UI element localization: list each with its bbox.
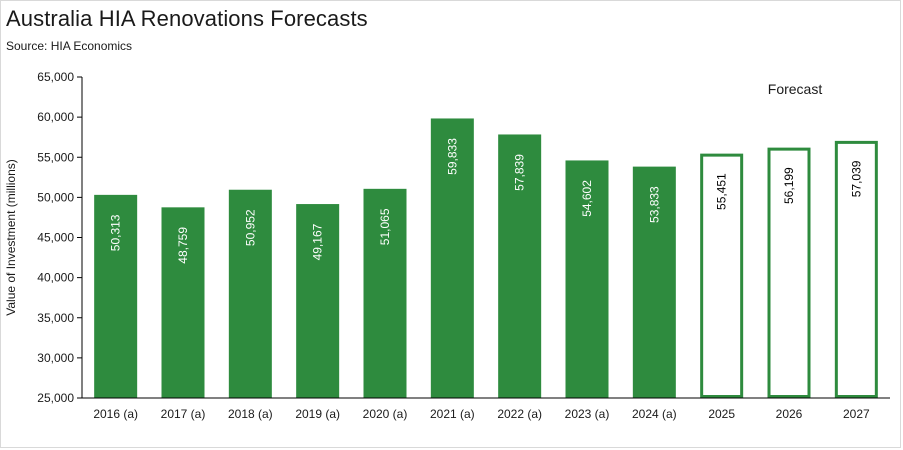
y-tick-label: 55,000 <box>37 150 74 164</box>
bar-value-label: 56,199 <box>782 167 796 204</box>
y-tick-label: 60,000 <box>37 110 74 124</box>
x-tick-label: 2024 (a) <box>632 407 677 421</box>
y-tick-label: 65,000 <box>37 70 74 84</box>
bar <box>430 118 474 398</box>
bar <box>498 134 542 398</box>
x-tick-label: 2020 (a) <box>363 407 408 421</box>
bar <box>632 166 676 398</box>
x-tick-label: 2019 (a) <box>295 407 340 421</box>
forecast-annotation: Forecast <box>768 81 823 97</box>
y-tick-label: 30,000 <box>37 351 74 365</box>
x-tick-label: 2026 <box>776 407 803 421</box>
forecast-bar <box>834 140 878 398</box>
chart-title: Australia HIA Renovations Forecasts <box>6 6 368 31</box>
bar-value-label: 57,039 <box>849 160 863 197</box>
bar-value-label: 48,759 <box>176 227 190 264</box>
forecast-bar <box>767 147 811 398</box>
x-tick-label: 2025 <box>708 407 735 421</box>
bar-value-label: 49,167 <box>311 223 325 260</box>
bar-value-label: 50,313 <box>109 214 123 251</box>
y-tick-label: 50,000 <box>37 190 74 204</box>
chart-subtitle: Source: HIA Economics <box>6 39 133 53</box>
bar <box>565 160 609 398</box>
bar-value-label: 53,833 <box>647 186 661 223</box>
x-tick-label: 2018 (a) <box>228 407 273 421</box>
bar <box>94 194 138 398</box>
x-tick-label: 2022 (a) <box>497 407 542 421</box>
x-tick-label: 2016 (a) <box>93 407 138 421</box>
x-axis-ticks: 2016 (a) 2017 (a) 2018 (a) 2019 (a) 2020 (a)… <box>93 407 870 421</box>
y-axis-label: Value of Investment (millions) <box>4 159 18 316</box>
bars: 50,313 48,759 50,952 49,167 51,065 59,833 57,8… <box>94 118 878 398</box>
x-tick-label: 2027 <box>843 407 870 421</box>
bar-value-label: 59,833 <box>445 138 459 175</box>
bar <box>363 188 407 398</box>
bar-value-label: 57,839 <box>513 154 527 191</box>
bar <box>161 207 205 398</box>
forecast-bar <box>700 153 744 398</box>
bar-value-label: 50,952 <box>243 209 257 246</box>
bar <box>228 189 272 398</box>
bar-value-label: 55,451 <box>715 173 729 210</box>
y-tick-label: 35,000 <box>37 311 74 325</box>
x-tick-label: 2023 (a) <box>565 407 610 421</box>
x-tick-label: 2021 (a) <box>430 407 475 421</box>
bar-value-label: 54,602 <box>580 180 594 217</box>
x-tick-label: 2017 (a) <box>161 407 206 421</box>
y-axis-ticks: 25,000 30,000 35,000 40,000 45,000 50,000 55,0… <box>37 70 82 405</box>
y-tick-label: 45,000 <box>37 231 74 245</box>
y-tick-label: 40,000 <box>37 271 74 285</box>
y-tick-label: 25,000 <box>37 391 74 405</box>
bar <box>296 204 340 398</box>
bar-value-label: 51,065 <box>378 208 392 245</box>
